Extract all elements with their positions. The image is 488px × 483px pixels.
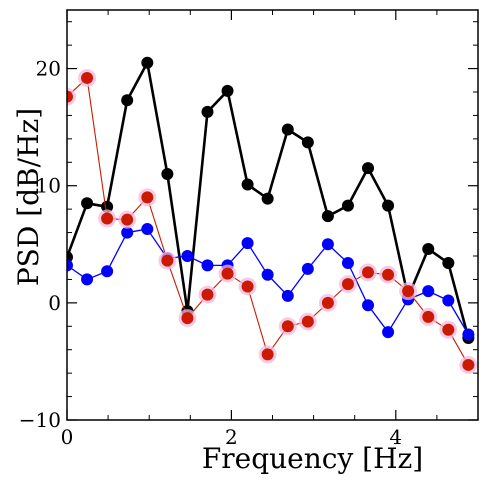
x-tick-label: 4 <box>389 425 402 449</box>
data-point-blue <box>181 250 194 262</box>
y-tick-label: 20 <box>36 57 61 81</box>
data-point-blue <box>141 223 154 236</box>
data-point-blue <box>341 257 354 270</box>
data-point-red <box>341 278 354 291</box>
data-point-red <box>261 348 274 361</box>
data-point-red <box>67 90 73 103</box>
data-point-red <box>201 288 214 301</box>
series-red <box>67 68 478 374</box>
data-point-black <box>101 200 114 213</box>
data-point-black <box>141 56 154 69</box>
data-point-blue <box>121 226 134 239</box>
data-point-red <box>362 266 375 279</box>
data-point-red <box>402 285 415 298</box>
data-point-red <box>301 315 314 328</box>
data-point-blue <box>422 285 435 298</box>
data-point-red <box>281 320 294 333</box>
data-point-red <box>382 268 395 281</box>
data-point-red <box>101 212 114 225</box>
data-point-blue <box>67 259 73 272</box>
data-point-blue <box>301 262 314 275</box>
data-point-red <box>442 323 455 336</box>
y-tick-label: −10 <box>19 408 61 432</box>
x-tick-label: 0 <box>61 425 74 449</box>
data-point-black <box>341 199 354 212</box>
data-point-blue <box>321 238 334 251</box>
data-point-black <box>161 168 174 180</box>
y-tick-label: 10 <box>36 174 61 198</box>
y-tick-label: 0 <box>48 291 61 315</box>
data-point-red <box>81 71 94 84</box>
data-point-red <box>241 280 254 293</box>
series-layer <box>67 56 478 374</box>
data-point-blue <box>362 299 375 312</box>
series-line-blue <box>67 228 469 335</box>
data-point-red <box>462 358 475 371</box>
series-blue <box>67 223 475 341</box>
data-point-black <box>362 162 375 175</box>
data-point-red <box>221 267 234 280</box>
data-point-blue <box>101 265 114 278</box>
data-point-black <box>81 197 94 210</box>
data-point-blue <box>261 268 274 281</box>
data-point-red <box>121 213 134 226</box>
x-axis-label: Frequency [Hz] <box>202 442 423 475</box>
data-point-black <box>382 199 395 212</box>
data-point-black <box>442 257 455 270</box>
plot-frame <box>66 9 479 421</box>
data-point-red <box>161 254 174 267</box>
data-point-blue <box>281 289 294 302</box>
y-axis-label: PSD [dB/Hz] <box>12 108 45 286</box>
data-point-red <box>422 310 435 323</box>
data-point-black <box>422 242 435 255</box>
data-point-black <box>241 178 254 191</box>
data-point-blue <box>462 328 475 341</box>
data-point-black <box>321 210 334 223</box>
data-point-blue <box>241 237 254 250</box>
data-point-blue <box>382 326 395 339</box>
data-point-black <box>221 84 234 97</box>
data-point-blue <box>81 273 94 286</box>
data-point-red <box>141 191 154 204</box>
data-point-black <box>261 192 274 205</box>
data-point-blue <box>201 259 214 272</box>
data-point-black <box>201 105 214 118</box>
data-point-black <box>121 94 134 107</box>
data-point-blue <box>442 294 455 307</box>
data-point-black <box>281 123 294 136</box>
data-point-black <box>301 136 314 149</box>
x-tick-label: 2 <box>225 425 238 449</box>
data-point-red <box>181 312 194 325</box>
data-point-red <box>321 296 334 309</box>
